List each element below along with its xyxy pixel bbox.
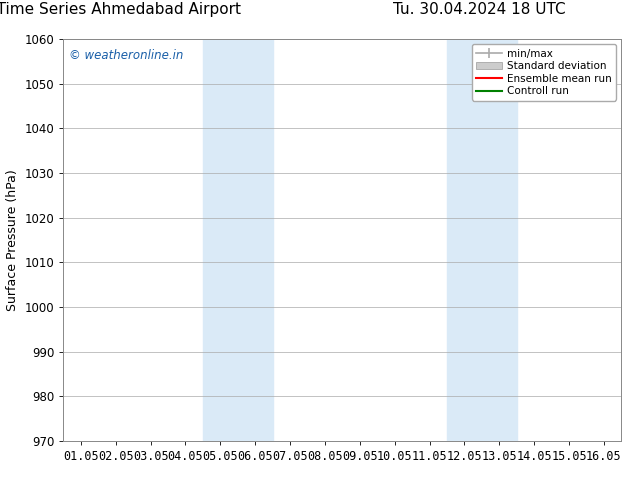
Text: © weatheronline.in: © weatheronline.in bbox=[69, 49, 183, 62]
Bar bbox=[447, 39, 517, 441]
Legend: min/max, Standard deviation, Ensemble mean run, Controll run: min/max, Standard deviation, Ensemble me… bbox=[472, 45, 616, 100]
Text: Tu. 30.04.2024 18 UTC: Tu. 30.04.2024 18 UTC bbox=[393, 2, 566, 17]
Title: ENS Time Series Ahmedabad Airport     Tu. 30.04.2024 18 UTC: ENS Time Series Ahmedabad Airport Tu. 30… bbox=[0, 489, 1, 490]
Bar bbox=[203, 39, 273, 441]
Y-axis label: Surface Pressure (hPa): Surface Pressure (hPa) bbox=[6, 169, 19, 311]
Text: ENS Time Series Ahmedabad Airport: ENS Time Series Ahmedabad Airport bbox=[0, 2, 241, 17]
